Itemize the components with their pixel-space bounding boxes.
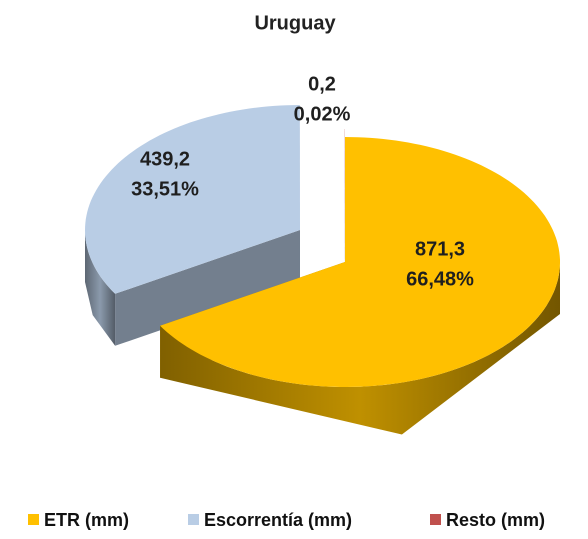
chart-title: Uruguay (254, 12, 336, 34)
slice-side (85, 230, 116, 346)
legend-label: Resto (mm) (446, 510, 545, 530)
percent-label: 0,02% (294, 103, 351, 125)
legend-label: Escorrentía (mm) (204, 510, 352, 530)
slice-wall (115, 230, 300, 346)
slice-top (160, 137, 560, 387)
legend-swatch (430, 514, 441, 525)
slice-top (85, 105, 300, 294)
value-label: 0,2 (308, 73, 336, 95)
pie-slice (85, 105, 300, 346)
legend-swatch (28, 514, 39, 525)
percent-label: 33,51% (131, 178, 199, 200)
slice-side (160, 262, 560, 435)
value-label: 871,3 (415, 238, 465, 260)
legend-label: ETR (mm) (44, 510, 129, 530)
value-label: 439,2 (140, 148, 190, 170)
percent-label: 66,48% (406, 268, 474, 290)
pie-slice (160, 137, 560, 435)
legend-swatch (188, 514, 199, 525)
